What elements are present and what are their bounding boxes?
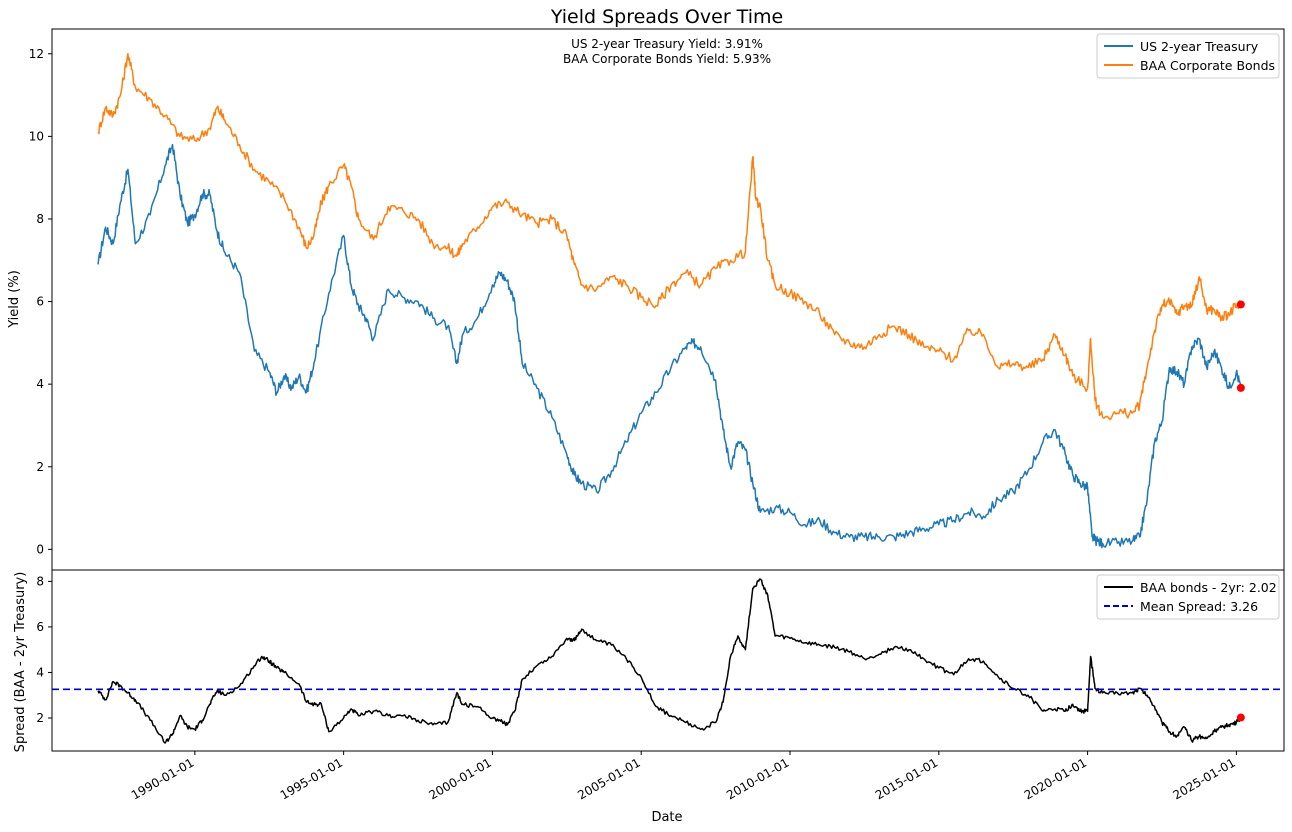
series-line-baa-bonds-2yr <box>97 578 1242 744</box>
top-y-axis-label: Yield (%) <box>7 270 22 329</box>
y-tick-label: 8 <box>36 574 44 588</box>
bottom-y-axis-label: Spread (BAA - 2yr Treasury) <box>13 572 28 753</box>
legend-label-mean: Mean Spread: 3.26 <box>1140 599 1258 614</box>
latest-point-marker-baa-corporate-bonds <box>1236 300 1245 309</box>
series-line-us-2-year-treasury <box>97 143 1242 549</box>
y-tick-label: 4 <box>36 665 44 679</box>
y-tick-label: 12 <box>29 47 44 61</box>
series-line-baa-corporate-bonds <box>97 53 1242 421</box>
bottom-markers <box>1236 713 1245 722</box>
y-tick-label: 6 <box>36 620 44 634</box>
top-legend: US 2-year Treasury BAA Corporate Bonds <box>1096 33 1280 79</box>
x-axis-label: Date <box>651 810 682 825</box>
bottom-legend: BAA bonds - 2yr: 2.02 Mean Spread: 3.26 <box>1096 574 1280 620</box>
top-plot-lines <box>97 53 1242 549</box>
bottom-axes-frame <box>51 569 1285 752</box>
legend-label-treasury: US 2-year Treasury <box>1140 39 1259 54</box>
top-axes: 0 2 4 6 8 10 12 Yield (%) US 2-year Treasury Y… <box>7 28 1285 571</box>
top-y-ticks: 0 2 4 6 8 10 12 <box>29 47 52 556</box>
chart-title: Yield Spreads Over Time <box>550 6 783 28</box>
bottom-y-ticks: 2 4 6 8 <box>36 574 52 725</box>
top-markers <box>1236 300 1245 392</box>
latest-point-marker-baa-bonds-2yr <box>1236 713 1245 722</box>
legend-label-baa: BAA Corporate Bonds <box>1140 58 1275 73</box>
y-tick-label: 2 <box>36 460 44 474</box>
annotation-treasury-yield: US 2-year Treasury Yield: 3.91% <box>571 37 763 51</box>
annotation-baa-yield: BAA Corporate Bonds Yield: 5.93% <box>563 52 771 66</box>
legend-label-spread: BAA bonds - 2yr: 2.02 <box>1140 580 1277 595</box>
top-legend-box <box>1096 33 1280 79</box>
latest-point-marker-us-2-year-treasury <box>1236 383 1245 392</box>
y-tick-label: 4 <box>36 377 44 391</box>
y-tick-label: 8 <box>36 212 44 226</box>
bottom-plot-lines <box>52 578 1284 744</box>
y-tick-label: 2 <box>36 711 44 725</box>
y-tick-label: 0 <box>36 542 44 556</box>
bottom-legend-box <box>1096 574 1280 620</box>
y-tick-label: 10 <box>29 129 44 143</box>
y-tick-label: 6 <box>36 295 44 309</box>
